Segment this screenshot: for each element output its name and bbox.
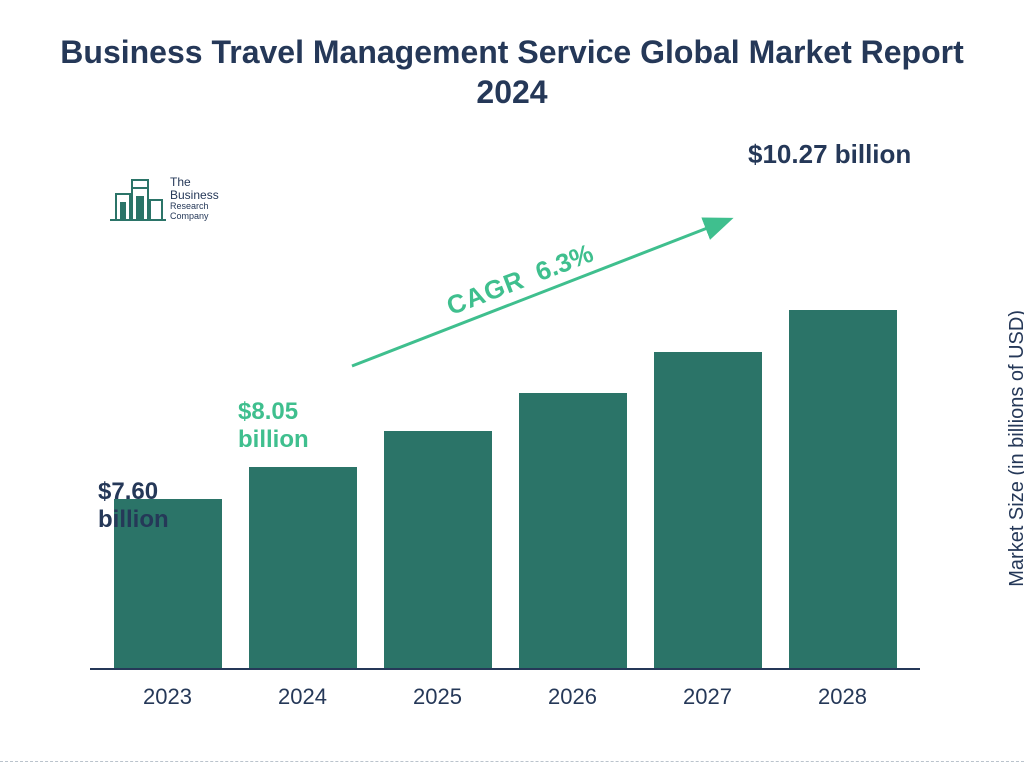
bar-col [519, 393, 627, 668]
bar-col [654, 352, 762, 668]
bar [789, 310, 897, 668]
bar-chart: 2023 2024 2025 2026 2027 2028 [90, 150, 920, 710]
x-axis-label: 2023 [114, 676, 222, 710]
x-axis-line [90, 668, 920, 670]
data-label-2023-unit: billion [98, 506, 169, 534]
data-label-2023: $7.60 billion [98, 478, 169, 533]
bar [519, 393, 627, 668]
y-axis-label: Market Size (in billions of USD) [1006, 310, 1024, 587]
bar-col [249, 467, 357, 668]
x-axis-labels: 2023 2024 2025 2026 2027 2028 [90, 676, 920, 710]
x-axis-label: 2024 [249, 676, 357, 710]
bottom-divider [0, 761, 1024, 762]
data-label-2023-value: $7.60 [98, 478, 169, 506]
data-label-2024-value: $8.05 [238, 398, 309, 426]
x-axis-label: 2026 [519, 676, 627, 710]
x-axis-label: 2025 [384, 676, 492, 710]
bar-col [384, 431, 492, 668]
data-label-2024-unit: billion [238, 426, 309, 454]
x-axis-label: 2028 [789, 676, 897, 710]
data-label-2028: $10.27 billion [748, 140, 911, 170]
page-title: Business Travel Management Service Globa… [0, 32, 1024, 112]
bar [654, 352, 762, 668]
data-label-2024: $8.05 billion [238, 398, 309, 453]
bar-col [789, 310, 897, 668]
bars-container [90, 188, 920, 668]
x-axis-label: 2027 [654, 676, 762, 710]
bar [384, 431, 492, 668]
bar [249, 467, 357, 668]
